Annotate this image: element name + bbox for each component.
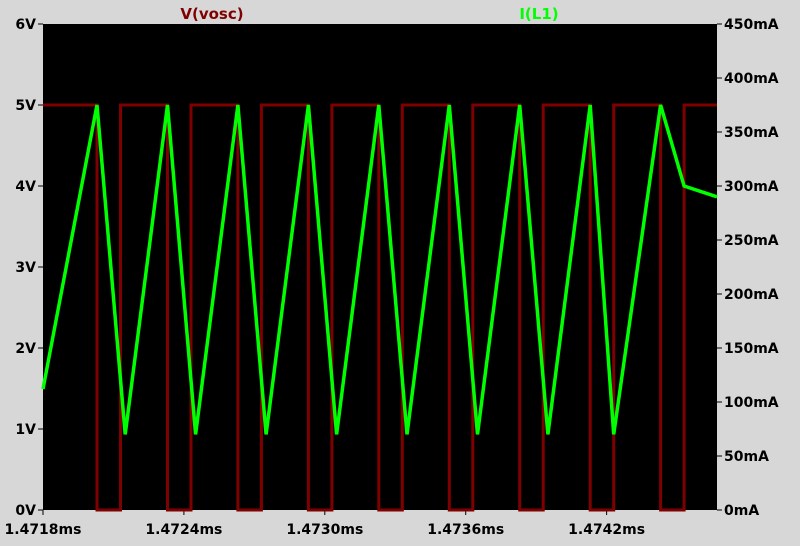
series-line[interactable] [41, 104, 718, 435]
x-axis: 1.4718ms 1.4724ms 1.4730ms 1.4736ms 1.4742ms [5, 510, 645, 538]
x-tick-label: 1.4718ms [5, 522, 82, 538]
left-tick-label: 5V [15, 98, 36, 114]
right-tick-label: 150mA [724, 341, 779, 357]
left-tick-label: 2V [15, 341, 36, 357]
x-tick-label: 1.4724ms [145, 522, 222, 538]
legend-il1[interactable]: I(L1) [519, 5, 558, 23]
left-tick-label: 1V [15, 422, 36, 438]
right-axis: 0mA 50mA 100mA 150mA 200mA 250mA 300mA 350mA 400… [717, 17, 779, 519]
left-tick-label: 6V [15, 17, 36, 33]
right-tick-label: 450mA [724, 17, 779, 33]
x-tick-label: 1.4736ms [427, 522, 504, 538]
traces [41, 103, 718, 512]
right-tick-label: 300mA [724, 179, 779, 195]
series-il1 [41, 104, 718, 435]
right-tick-label: 350mA [724, 125, 779, 141]
right-tick-label: 100mA [724, 395, 779, 411]
right-tick-label: 400mA [724, 71, 779, 87]
x-tick-label: 1.4742ms [568, 522, 645, 538]
left-tick-label: 0V [15, 503, 36, 519]
legend-vosc[interactable]: V(vosc) [180, 5, 243, 23]
left-axis: 0V 1V 2V 3V 4V 5V 6V [15, 17, 43, 519]
left-tick-label: 4V [15, 179, 36, 195]
right-tick-label: 200mA [724, 287, 779, 303]
right-tick-label: 0mA [724, 503, 759, 519]
x-tick-label: 1.4730ms [286, 522, 363, 538]
right-tick-label: 250mA [724, 233, 779, 249]
right-tick-label: 50mA [724, 449, 769, 465]
left-tick-label: 3V [15, 260, 36, 276]
series-line[interactable] [43, 103, 717, 512]
